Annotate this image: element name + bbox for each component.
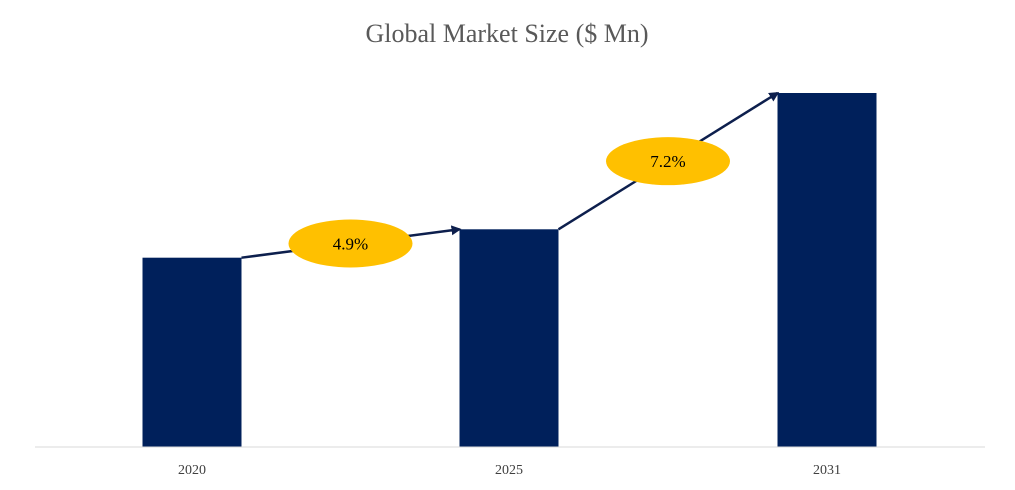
cagr-label: 7.2% [650, 152, 685, 171]
x-tick-label: 2020 [178, 463, 206, 478]
x-tick-label: 2025 [495, 463, 523, 478]
bar-2031 [777, 93, 877, 447]
cagr-badge [606, 137, 730, 186]
x-tick-label: 2031 [813, 463, 841, 478]
chart-title: Global Market Size ($ Mn) [365, 19, 648, 48]
bars-layer [142, 93, 877, 447]
x-tick-labels: 2020 2025 2031 [178, 463, 841, 478]
cagr-badge [288, 219, 413, 268]
cagr-label: 4.9% [333, 234, 368, 253]
bar-2020 [142, 257, 242, 447]
growth-arrows-layer: 4.9% 7.2% [241, 91, 780, 268]
bar-2025 [459, 229, 559, 447]
